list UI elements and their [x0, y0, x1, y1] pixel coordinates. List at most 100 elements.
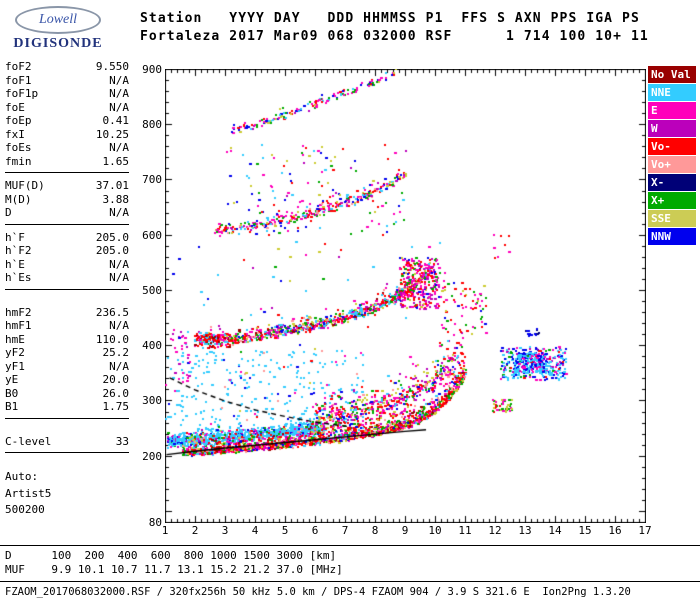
param-value: 33 — [115, 434, 129, 448]
param-row: B1 1.75 — [5, 400, 129, 414]
param-label: foE — [5, 100, 25, 114]
param-row: 500200 — [5, 502, 129, 519]
y-axis-tick-label: 400 — [142, 339, 162, 353]
param-row: h`F2 205.0 — [5, 244, 129, 258]
param-value: N/A — [109, 87, 129, 100]
param-value: 3.88 — [102, 192, 130, 206]
x-axis-tick-label: 13 — [518, 524, 532, 537]
x-axis-tick-label: 5 — [281, 524, 289, 537]
muf-row: MUF 9.9 10.1 10.7 11.7 13.1 15.2 21.2 37… — [5, 563, 343, 576]
param-value: 236.5 — [95, 305, 129, 319]
legend-item-x-: X- — [648, 174, 696, 191]
digisonde-logo: Lowell DIGISONDE — [8, 6, 108, 52]
param-label: C-level — [5, 434, 52, 448]
x-axis-tick-label: 9 — [401, 524, 409, 537]
y-axis-tick-label: 600 — [142, 228, 162, 242]
legend-item-no-val: No Val — [648, 66, 696, 83]
param-row: fxI 10.25 — [5, 128, 129, 142]
param-value: N/A — [109, 319, 129, 332]
param-value: 205.0 — [95, 230, 129, 244]
x-axis-tick-label: 4 — [251, 524, 259, 537]
x-axis-tick-label: 1 — [161, 524, 169, 537]
x-axis-tick-label: 8 — [371, 524, 379, 537]
param-label: foEp — [5, 114, 32, 127]
param-row: MUF(D) 37.01 — [5, 179, 129, 193]
param-label: h`F2 — [5, 244, 32, 257]
x-axis-ticks: 1 2 3 4 5 6 7 8 9 10 11 12 13 14 15 16 17 — [162, 524, 652, 538]
param-label: D — [5, 206, 12, 219]
separator-line — [5, 223, 129, 225]
legend-item-nnw: NNW — [648, 228, 696, 245]
param-value: 25.2 — [102, 346, 130, 359]
x-axis-tick-label: 11 — [458, 524, 472, 537]
y-axis-tick-label: 300 — [142, 394, 162, 408]
x-axis-tick-label: 15 — [578, 524, 592, 537]
param-row: hmF2 236.5 — [5, 306, 129, 320]
param-label: foF2 — [5, 60, 32, 73]
param-label: fxI — [5, 127, 25, 141]
legend-item-vo-: Vo+ — [648, 156, 696, 173]
x-axis-tick-label: 12 — [488, 524, 502, 537]
param-row: h`F 205.0 — [5, 231, 129, 245]
param-label: yF1 — [5, 359, 25, 373]
param-value: 10.25 — [95, 127, 129, 141]
legend-item-e: E — [648, 102, 696, 119]
param-group: C-level 33 — [5, 435, 129, 449]
param-group: MUF(D) 37.01 M(D) 3.88 D N/A — [5, 179, 129, 220]
param-row: yF1 N/A — [5, 360, 129, 374]
separator-line — [5, 452, 129, 453]
y-axis-tick-label: 700 — [142, 173, 162, 187]
param-label: Artist5 — [5, 486, 52, 500]
param-value: N/A — [109, 141, 129, 154]
param-row: hmF1 N/A — [5, 319, 129, 333]
param-row: h`Es N/A — [5, 271, 129, 285]
y-axis-tick-label: 200 — [142, 449, 162, 463]
param-row: yF2 25.2 — [5, 346, 129, 360]
header-columns-row: Station YYYY DAY DDD HHMMSS P1 FFS S AXN… — [140, 11, 640, 26]
y-axis-tick-label: 800 — [142, 118, 162, 132]
distance-row: D 100 200 400 600 800 1000 1500 3000 [km… — [5, 549, 337, 562]
parameter-panel: foF2 9.550 foF1 N/A foF1p N/A foE N/A foEp 0.41 fx… — [5, 60, 129, 519]
param-label: h`Es — [5, 271, 32, 284]
legend-item-nne: NNE — [648, 84, 696, 101]
x-axis-tick-label: 2 — [191, 524, 199, 537]
logo-digisonde-text: DIGISONDE — [13, 36, 103, 51]
param-row: C-level 33 — [5, 435, 129, 449]
param-value: 20.0 — [102, 373, 130, 386]
param-row: D N/A — [5, 206, 129, 220]
x-axis-tick-label: 7 — [341, 524, 349, 537]
y-axis-tick-label: 80 — [148, 516, 162, 529]
header-block: Station YYYY DAY DDD HHMMSS P1 FFS S AXN… — [140, 10, 649, 45]
param-row: foF1p N/A — [5, 87, 129, 101]
param-value: 1.65 — [102, 154, 130, 168]
param-label: h`F — [5, 230, 25, 244]
param-label: MUF(D) — [5, 179, 45, 192]
param-value: 37.01 — [95, 179, 129, 192]
direction-legend: No Val NNE E W Vo- Vo+ X- X+ SSE NNW — [648, 66, 696, 246]
param-value: 26.0 — [102, 386, 130, 400]
separator-line — [0, 545, 700, 546]
param-row: foF1 N/A — [5, 74, 129, 88]
y-axis-ticks: 900 800 700 600 500 400 300 200 80 — [130, 63, 162, 529]
param-row: M(D) 3.88 — [5, 193, 129, 207]
separator-line — [5, 172, 129, 173]
param-label: foF1p — [5, 87, 39, 100]
file-info-footer: FZAOM_2017068032000.RSF / 320fx256h 50 k… — [5, 586, 631, 598]
param-group: foF2 9.550 foF1 N/A foF1p N/A foE N/A foEp 0.41 fx… — [5, 60, 129, 168]
separator-line — [5, 288, 129, 290]
param-label: hmF1 — [5, 319, 32, 332]
x-axis-tick-label: 10 — [428, 524, 442, 537]
param-value: 1.75 — [102, 400, 130, 413]
x-axis-tick-label: 3 — [221, 524, 229, 537]
param-value: 9.550 — [95, 60, 129, 73]
param-row: h`E N/A — [5, 258, 129, 272]
header-values-row: Fortaleza 2017 Mar09 068 032000 RSF 1 71… — [140, 28, 649, 44]
param-row: foF2 9.550 — [5, 60, 129, 74]
param-label: yF2 — [5, 346, 25, 359]
param-label: yE — [5, 373, 19, 386]
param-row: foEp 0.41 — [5, 114, 129, 128]
param-label: hmF2 — [5, 305, 32, 319]
param-group: h`F 205.0 h`F2 205.0 h`E N/A h`Es N/A — [5, 231, 129, 285]
param-row: fmin 1.65 — [5, 155, 129, 169]
